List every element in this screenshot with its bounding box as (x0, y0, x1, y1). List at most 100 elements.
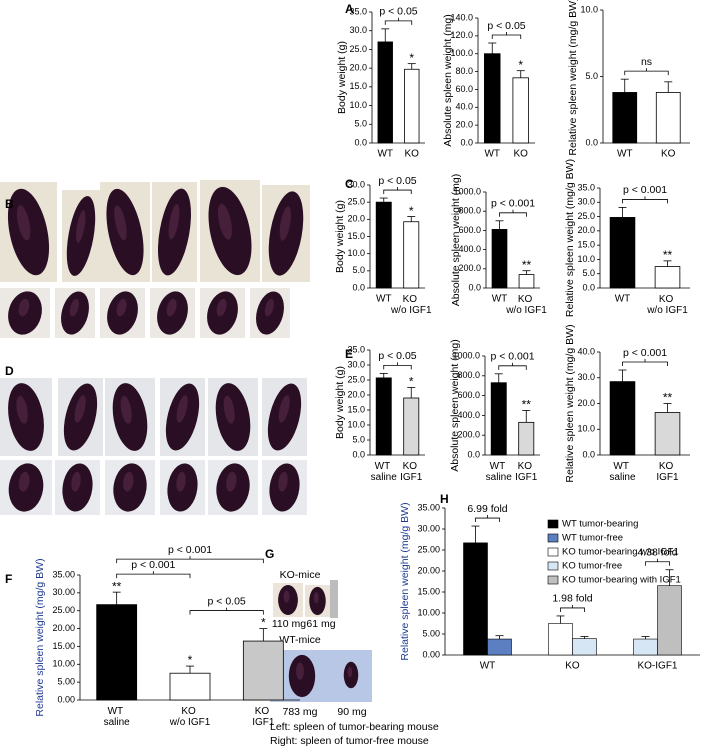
y-tick-label: 20.0 (577, 398, 595, 408)
x-tick-label: WT saline (104, 706, 131, 728)
significance-star: * (409, 51, 414, 65)
spleen-highlight (69, 298, 79, 317)
wt-left-weight: 783 mg (282, 706, 317, 718)
spleen-highlight (120, 395, 132, 424)
spleen-highlight (216, 298, 227, 317)
spleen-highlight (18, 471, 30, 492)
bar (612, 92, 638, 144)
bracket (624, 68, 669, 76)
y-axis-label: Relative spleen weight (mg/g BW) (34, 558, 46, 716)
bar (609, 381, 636, 456)
caption-right: Right: spleen of tumor-free mouse (270, 735, 429, 747)
y-tick-label: 25.0 (347, 197, 365, 207)
bracket (645, 558, 670, 566)
bar (518, 421, 535, 456)
x-tick-label: WT (480, 661, 496, 672)
bar (403, 397, 420, 456)
annotation: 6.99 fold (467, 503, 507, 515)
panel-label: F (5, 572, 12, 586)
y-tick-label: 5.0 (352, 265, 365, 275)
y-tick-label: 1000.0 (452, 350, 480, 360)
ruler (330, 580, 338, 618)
y-tick-label: 60.0 (455, 84, 473, 94)
spleen-highlight (71, 471, 81, 492)
wt-right-weight: 90 mg (337, 706, 366, 718)
x-tick-label: KO IGF1 (515, 461, 538, 483)
spleen-highlight (313, 592, 319, 604)
x-tick-label: WT (376, 294, 392, 305)
y-tick-label: 100.0 (450, 48, 473, 58)
bracket (116, 571, 191, 579)
y-tick-label: 0.00 (422, 649, 440, 659)
bar (654, 266, 681, 289)
y-tick-label: 10.0 (577, 424, 595, 434)
bar (633, 638, 658, 656)
y-tick-label: 40.0 (455, 102, 473, 112)
y-tick-label: 15.0 (347, 231, 365, 241)
y-tick-label: 20.0 (577, 225, 595, 235)
annotation: p < 0.001 (623, 347, 667, 359)
significance-star: ** (663, 248, 673, 262)
y-tick-label: 20.0 (349, 63, 367, 73)
y-tick-label: 10.00 (52, 659, 75, 669)
y-tick-label: 600.0 (458, 225, 481, 235)
annotation: p < 0.001 (131, 559, 175, 571)
spleen-highlight (279, 206, 291, 241)
significance-star: * (261, 616, 266, 630)
legend-label: WT tumor-bearing (562, 519, 638, 530)
y-tick-label: 5.0 (585, 71, 598, 81)
x-tick-label: WT (492, 294, 508, 305)
spleen-highlight (347, 666, 353, 678)
bar (375, 377, 392, 456)
annotation: 1.98 fold (552, 593, 592, 605)
x-tick-label: KO (661, 149, 676, 160)
spleen-highlight (116, 298, 127, 317)
bar (512, 77, 529, 144)
y-tick-label: 30.0 (347, 179, 365, 189)
x-tick-label: KO w/o IGF1 (390, 294, 432, 316)
spleen-highlight (166, 298, 177, 317)
y-tick-label: 5.00 (422, 628, 440, 638)
significance-star: ** (522, 258, 532, 272)
bracket (383, 187, 412, 195)
y-axis-label: Absolute spleen weight (mg) (442, 14, 454, 147)
y-tick-label: 35.0 (577, 182, 595, 192)
y-tick-label: 20.0 (455, 120, 473, 130)
spleen-highlight (76, 210, 86, 243)
spleen-highlight (223, 395, 235, 424)
annotation: ns (641, 56, 652, 68)
y-tick-label: 400.0 (457, 410, 480, 420)
annotation: p < 0.05 (378, 350, 416, 362)
annotation: p < 0.05 (487, 20, 525, 32)
spleen-highlight (278, 395, 290, 423)
spleen-highlight (296, 662, 304, 680)
spleen-highlight (16, 395, 28, 424)
significance-star: ** (522, 398, 532, 412)
y-tick-label: 10.0 (580, 4, 598, 14)
spleen-highlight (176, 471, 186, 492)
x-tick-label: KO IGF1 (400, 461, 423, 483)
bar (96, 604, 138, 701)
bracket (622, 196, 668, 204)
significance-star: * (518, 58, 523, 72)
panel-label: G (265, 547, 274, 561)
bar (463, 542, 488, 656)
annotation: p < 0.001 (490, 351, 534, 363)
bar (491, 229, 508, 289)
x-tick-label: KO (514, 149, 529, 160)
annotation: p < 0.05 (378, 175, 416, 187)
y-tick-label: 20.0 (347, 389, 365, 399)
y-tick-label: 800.0 (457, 370, 480, 380)
y-axis-label: Body weight (g) (334, 366, 346, 439)
legend-label: KO tumor-bearing w/o IGF1 (562, 547, 679, 558)
spleen-highlight (226, 471, 237, 492)
y-tick-label: 15.0 (347, 404, 365, 414)
legend-label: KO tumor-bearing with IGF1 (562, 575, 681, 586)
annotation: p < 0.001 (623, 184, 667, 196)
ko-left-weight: 110 mg (272, 618, 306, 630)
x-tick-label: WT (484, 149, 500, 160)
y-tick-label: 10.0 (347, 248, 365, 258)
significance-star: ** (112, 579, 122, 593)
spleen-highlight (18, 298, 30, 317)
y-tick-label: 140.0 (450, 12, 473, 22)
